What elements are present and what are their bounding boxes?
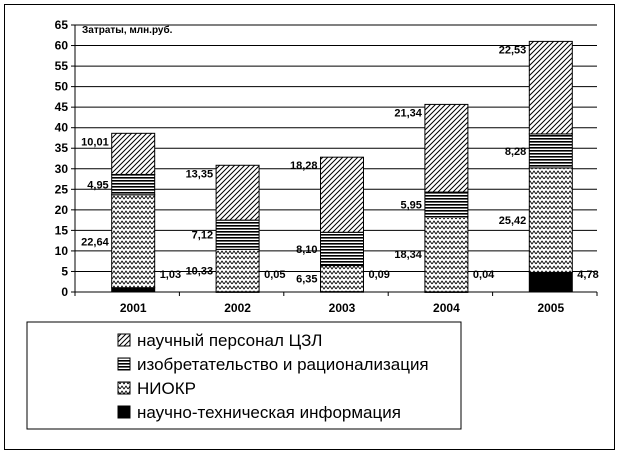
- data-label: 5,95: [400, 199, 421, 211]
- x-tick-label: 2005: [537, 301, 564, 315]
- axes: 0 5 10 15 20 25 30 35 40 45 50 55 60 65 2001 2002 2003 20…: [55, 18, 598, 315]
- bar-segment: [215, 219, 260, 250]
- bar-segment: [424, 103, 469, 193]
- bar-segment: [215, 248, 260, 293]
- data-label: 22,64: [81, 236, 109, 248]
- x-tick-label: 2003: [329, 301, 356, 315]
- legend-swatch: [117, 333, 131, 347]
- bar-segment: [528, 40, 573, 135]
- y-tick-label: 20: [55, 203, 69, 217]
- data-label: 21,34: [394, 107, 422, 119]
- data-labels-layer: 1,03 22,64 4,95 10,01 0,05 10,33 7,12 13,35 0,09…: [81, 44, 599, 285]
- y-tick-label: 50: [55, 80, 69, 94]
- legend: научный персонал ЦЗЛ изобретательство и р…: [26, 321, 462, 430]
- bar-segment: [320, 265, 364, 293]
- legend-box: [26, 321, 462, 430]
- bar-segment: [528, 133, 573, 169]
- legend-swatch: [117, 405, 131, 419]
- data-label: 10,33: [186, 266, 214, 278]
- data-label: 0,04: [473, 269, 495, 281]
- legend-entry: изобретательство и рационализация: [137, 355, 429, 374]
- y-tick-label: 5: [61, 264, 68, 278]
- y-axis-label: Затраты, млн.руб.: [82, 24, 173, 36]
- data-label: 18,34: [394, 249, 422, 261]
- y-tick-label: 65: [55, 18, 69, 32]
- legend-entry: научный персонал ЦЗЛ: [137, 331, 322, 350]
- legend-swatch: [117, 381, 131, 395]
- x-tick-label: 2002: [224, 301, 251, 315]
- y-tick-label: 10: [55, 244, 69, 258]
- chart-frame: [4, 4, 615, 450]
- y-tick-label: 0: [61, 285, 68, 299]
- bar-segment: [111, 132, 156, 175]
- x-tick-label: 2001: [120, 301, 147, 315]
- y-tick-label: 45: [55, 100, 69, 114]
- legend-swatch: [117, 357, 131, 371]
- bar-segment: [111, 194, 156, 289]
- data-label: 0,05: [264, 269, 285, 281]
- data-label: 22,53: [499, 44, 527, 56]
- bar-segment: [528, 167, 573, 273]
- y-tick-label: 60: [55, 39, 69, 53]
- y-tick-label: 30: [55, 162, 69, 176]
- x-tick-label: 2004: [433, 301, 460, 315]
- bar-segment: [320, 156, 364, 233]
- gridlines: [75, 24, 597, 272]
- data-label: 1,03: [160, 269, 181, 281]
- bar-segment: [215, 164, 260, 221]
- bar-segment: [111, 173, 156, 196]
- data-label: 10,01: [81, 136, 109, 148]
- data-label: 25,42: [499, 215, 527, 227]
- bar-segment: [424, 191, 469, 218]
- legend-entry: НИОКР: [137, 379, 196, 398]
- data-label: 6,35: [296, 274, 317, 286]
- data-label: 8,10: [296, 244, 317, 256]
- data-label: 13,35: [186, 168, 214, 180]
- data-label: 4,95: [87, 180, 108, 192]
- y-tick-label: 55: [55, 59, 69, 73]
- data-label: 7,12: [192, 230, 213, 242]
- y-tick-label: 15: [55, 223, 69, 237]
- bar-segment: [424, 216, 469, 293]
- bars-layer: [111, 40, 573, 293]
- bar-segment: [111, 287, 156, 293]
- data-label: 8,28: [505, 146, 526, 158]
- data-label: 4,78: [577, 269, 598, 281]
- y-tick-label: 25: [55, 182, 69, 196]
- y-tick-label: 35: [55, 141, 69, 155]
- legend-entry: научно-техническая информация: [137, 403, 401, 422]
- data-label: 0,09: [369, 269, 390, 281]
- data-label: 18,28: [290, 160, 318, 172]
- y-tick-label: 40: [55, 121, 69, 135]
- bar-segment: [320, 231, 364, 267]
- bar-segment: [528, 271, 573, 293]
